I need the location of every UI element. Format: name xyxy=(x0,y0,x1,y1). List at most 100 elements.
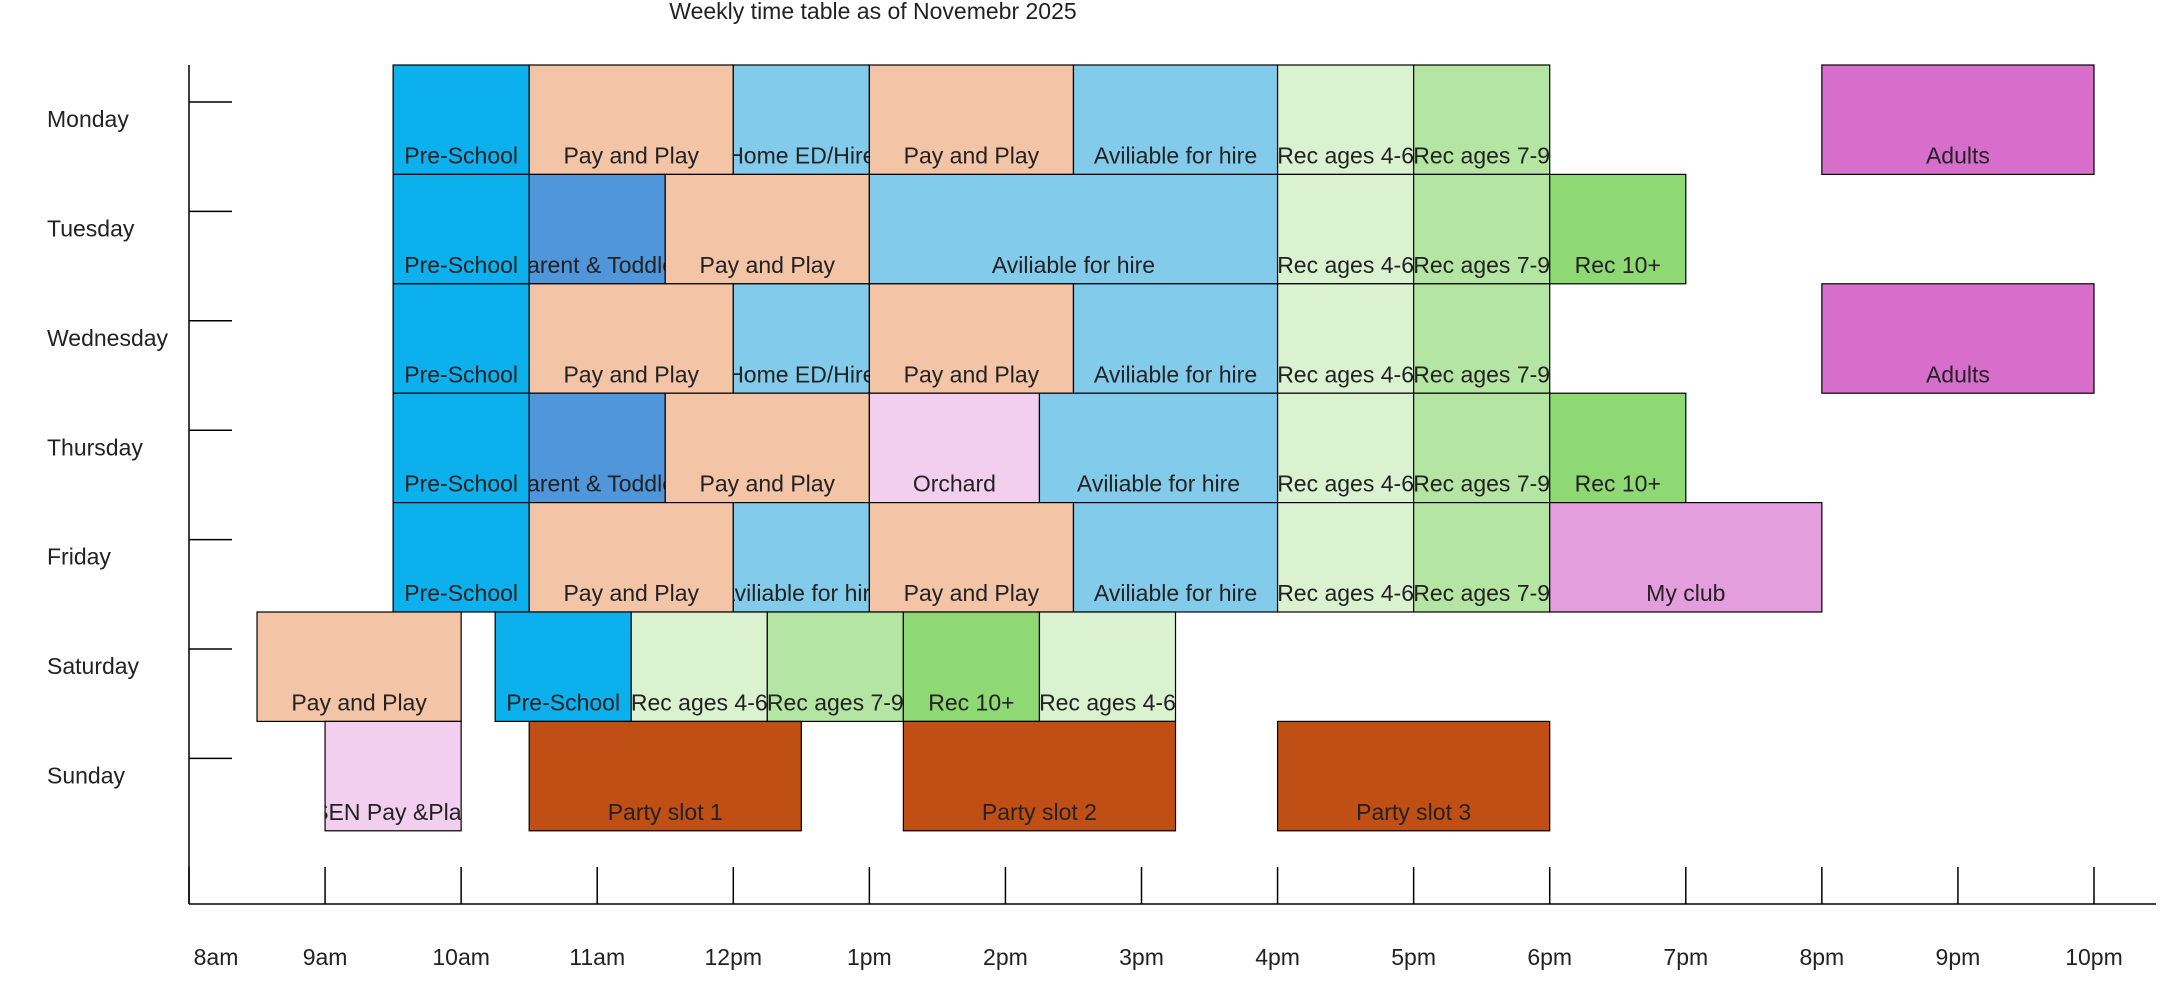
session-label: Pay and Play xyxy=(904,361,1040,387)
session-block xyxy=(528,283,734,394)
x-tick-label: 10am xyxy=(432,944,490,970)
day-label: Thursday xyxy=(47,434,143,460)
session-label: Pay and Play xyxy=(291,689,427,715)
session-label: Rec ages 4-6 xyxy=(1039,689,1176,715)
session-label: Pre-School xyxy=(506,689,620,715)
session-block xyxy=(1276,720,1551,832)
session-block xyxy=(1549,173,1687,285)
day-label: Monday xyxy=(47,106,129,132)
session-label: Parent & Toddler xyxy=(512,252,683,278)
x-tick-label: 6pm xyxy=(1527,944,1572,970)
session-label: Pay and Play xyxy=(563,361,699,387)
x-tick-label: 8pm xyxy=(1799,944,1844,970)
session-block xyxy=(1276,64,1415,176)
session-block xyxy=(766,611,904,723)
session-block xyxy=(868,502,1075,613)
session-label: Rec ages 7-9 xyxy=(1413,580,1550,606)
session-label: Rec ages 4-6 xyxy=(1277,471,1414,497)
x-tick-label: 8am xyxy=(194,944,239,970)
session-block xyxy=(528,502,734,613)
session-label: Rec ages 4-6 xyxy=(1277,142,1414,168)
session-label: Adults xyxy=(1926,361,1990,387)
session-block xyxy=(1038,611,1177,723)
session-label: SEN Pay &Play xyxy=(313,799,473,825)
session-block xyxy=(732,64,870,176)
session-label: Home ED/Hire xyxy=(727,142,875,168)
session-block xyxy=(392,283,530,394)
session-label: Aviliable for hire xyxy=(1077,471,1240,497)
session-label: Pay and Play xyxy=(904,142,1040,168)
session-block xyxy=(1276,392,1415,504)
x-tick-label: 11am xyxy=(569,944,625,970)
x-tick-label: 1pm xyxy=(847,944,892,970)
session-block xyxy=(1821,64,2095,176)
session-label: Pre-School xyxy=(404,471,518,497)
session-block xyxy=(256,611,462,723)
session-label: Orchard xyxy=(913,471,996,497)
session-label: Aviliable for hire xyxy=(720,580,883,606)
session-block xyxy=(324,720,462,832)
session-block xyxy=(664,173,870,285)
x-tick-label: 3pm xyxy=(1119,944,1164,970)
session-block xyxy=(1413,283,1551,394)
session-block xyxy=(528,173,666,285)
session-label: Pre-School xyxy=(404,142,518,168)
session-label: Pre-School xyxy=(404,252,518,278)
session-block xyxy=(528,64,734,176)
session-block xyxy=(528,720,802,832)
session-label: Rec ages 4-6 xyxy=(1277,580,1414,606)
x-tick-label: 9pm xyxy=(1936,944,1981,970)
session-block xyxy=(392,64,530,176)
session-label: Parent & Toddler xyxy=(512,471,683,497)
session-label: Aviliable for hire xyxy=(1094,361,1257,387)
day-label: Wednesday xyxy=(47,325,169,351)
session-label: Party slot 2 xyxy=(982,799,1097,825)
day-label: Tuesday xyxy=(47,215,135,241)
session-block xyxy=(1549,392,1687,504)
session-block xyxy=(392,392,530,504)
session-block xyxy=(1072,283,1279,394)
session-label: Party slot 1 xyxy=(608,799,723,825)
session-block xyxy=(494,611,632,723)
session-label: Aviliable for hire xyxy=(1094,580,1257,606)
session-label: Pay and Play xyxy=(700,471,836,497)
session-block xyxy=(1413,173,1551,285)
session-label: Rec ages 7-9 xyxy=(1413,471,1550,497)
session-block xyxy=(1413,392,1551,504)
session-label: Rec ages 7-9 xyxy=(1413,142,1550,168)
session-label: Home ED/Hire xyxy=(727,361,875,387)
session-block xyxy=(392,173,530,285)
session-block xyxy=(1276,283,1415,394)
session-label: Rec ages 4-6 xyxy=(631,689,768,715)
session-label: Rec ages 4-6 xyxy=(1277,252,1414,278)
session-label: Rec 10+ xyxy=(1575,471,1661,497)
x-tick-label: 2pm xyxy=(983,944,1028,970)
x-tick-label: 12pm xyxy=(705,944,763,970)
session-block xyxy=(868,64,1075,176)
x-tick-label: 5pm xyxy=(1391,944,1436,970)
session-label: Rec 10+ xyxy=(928,689,1014,715)
session-block xyxy=(1413,64,1551,176)
day-label: Saturday xyxy=(47,653,140,679)
day-label: Friday xyxy=(47,544,111,570)
session-block xyxy=(1276,502,1415,613)
session-block xyxy=(392,502,530,613)
session-label: Rec 10+ xyxy=(1575,252,1661,278)
day-label: Sunday xyxy=(47,762,126,788)
chart-title: Weekly time table as of Novemebr 2025 xyxy=(669,0,1076,24)
session-block xyxy=(664,392,870,504)
session-label: My club xyxy=(1646,580,1725,606)
session-label: Aviliable for hire xyxy=(992,252,1155,278)
x-tick-label: 4pm xyxy=(1255,944,1300,970)
session-label: Aviliable for hire xyxy=(1094,142,1257,168)
session-block xyxy=(902,720,1177,832)
session-block xyxy=(732,283,870,394)
x-tick-label: 10pm xyxy=(2065,944,2123,970)
session-label: Pre-School xyxy=(404,580,518,606)
session-label: Rec ages 7-9 xyxy=(767,689,904,715)
x-tick-label: 9am xyxy=(303,944,348,970)
session-label: Rec ages 7-9 xyxy=(1413,252,1550,278)
session-label: Rec ages 4-6 xyxy=(1277,361,1414,387)
x-tick-label: 7pm xyxy=(1663,944,1708,970)
